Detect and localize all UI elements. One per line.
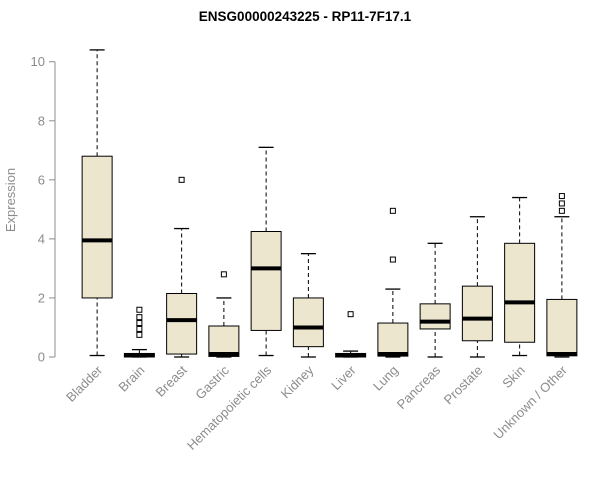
iqr-box <box>419 303 451 330</box>
boxplot-group <box>166 176 198 358</box>
y-axis-label: Expression <box>3 168 18 232</box>
y-tick-label: 0 <box>38 350 45 365</box>
x-category-label: Pancreas <box>394 362 444 412</box>
boxplot-group <box>504 196 536 357</box>
outlier-point <box>136 331 143 338</box>
boxplot-group <box>123 306 155 358</box>
y-tick-label: 4 <box>38 231 45 246</box>
iqr-box <box>377 322 409 357</box>
outlier-point <box>220 271 227 278</box>
x-category-label: Bladder <box>63 362 106 405</box>
boxplot-group <box>546 193 578 358</box>
iqr-box <box>546 298 578 357</box>
x-category-label: Brain <box>115 363 147 395</box>
x-category-label: Prostate <box>441 363 486 408</box>
x-category-label: Skin <box>499 363 527 391</box>
boxplot-group <box>377 207 409 358</box>
y-tick-label: 6 <box>38 172 45 187</box>
x-category-label: Lung <box>370 363 401 394</box>
outlier-point <box>558 193 565 200</box>
x-category-label: Liver <box>328 362 359 393</box>
x-category-label: Kidney <box>278 362 317 401</box>
outlier-point <box>136 325 143 332</box>
outlier-point <box>558 200 565 207</box>
x-category-label: Breast <box>153 362 190 399</box>
y-tick-label: 10 <box>31 54 45 69</box>
x-category-label: Gastric <box>192 362 232 402</box>
boxplot-group <box>81 49 113 357</box>
outlier-point <box>136 306 143 313</box>
boxplot-group <box>419 242 451 358</box>
boxplot-group <box>461 216 493 358</box>
iqr-box <box>461 285 493 342</box>
chart-title: ENSG00000243225 - RP11-7F17.1 <box>199 9 412 24</box>
outlier-point <box>558 207 565 214</box>
iqr-box <box>81 155 113 299</box>
outlier-point <box>347 311 354 318</box>
outlier-point <box>136 314 143 321</box>
iqr-box <box>504 242 536 343</box>
outlier-point <box>178 176 185 183</box>
iqr-box <box>250 231 282 331</box>
iqr-box <box>166 293 198 355</box>
outlier-point <box>136 320 143 327</box>
y-tick-label: 2 <box>38 290 45 305</box>
y-tick-label: 8 <box>38 113 45 128</box>
boxplot-group <box>335 311 367 358</box>
iqr-box <box>292 297 324 348</box>
boxplot-group <box>292 253 324 358</box>
outlier-point <box>389 207 396 214</box>
x-category-label: Unknown / Other <box>490 362 570 442</box>
outlier-point <box>389 256 396 263</box>
boxplot-group <box>208 271 240 358</box>
boxplot-group <box>250 146 282 357</box>
iqr-box <box>208 325 240 357</box>
